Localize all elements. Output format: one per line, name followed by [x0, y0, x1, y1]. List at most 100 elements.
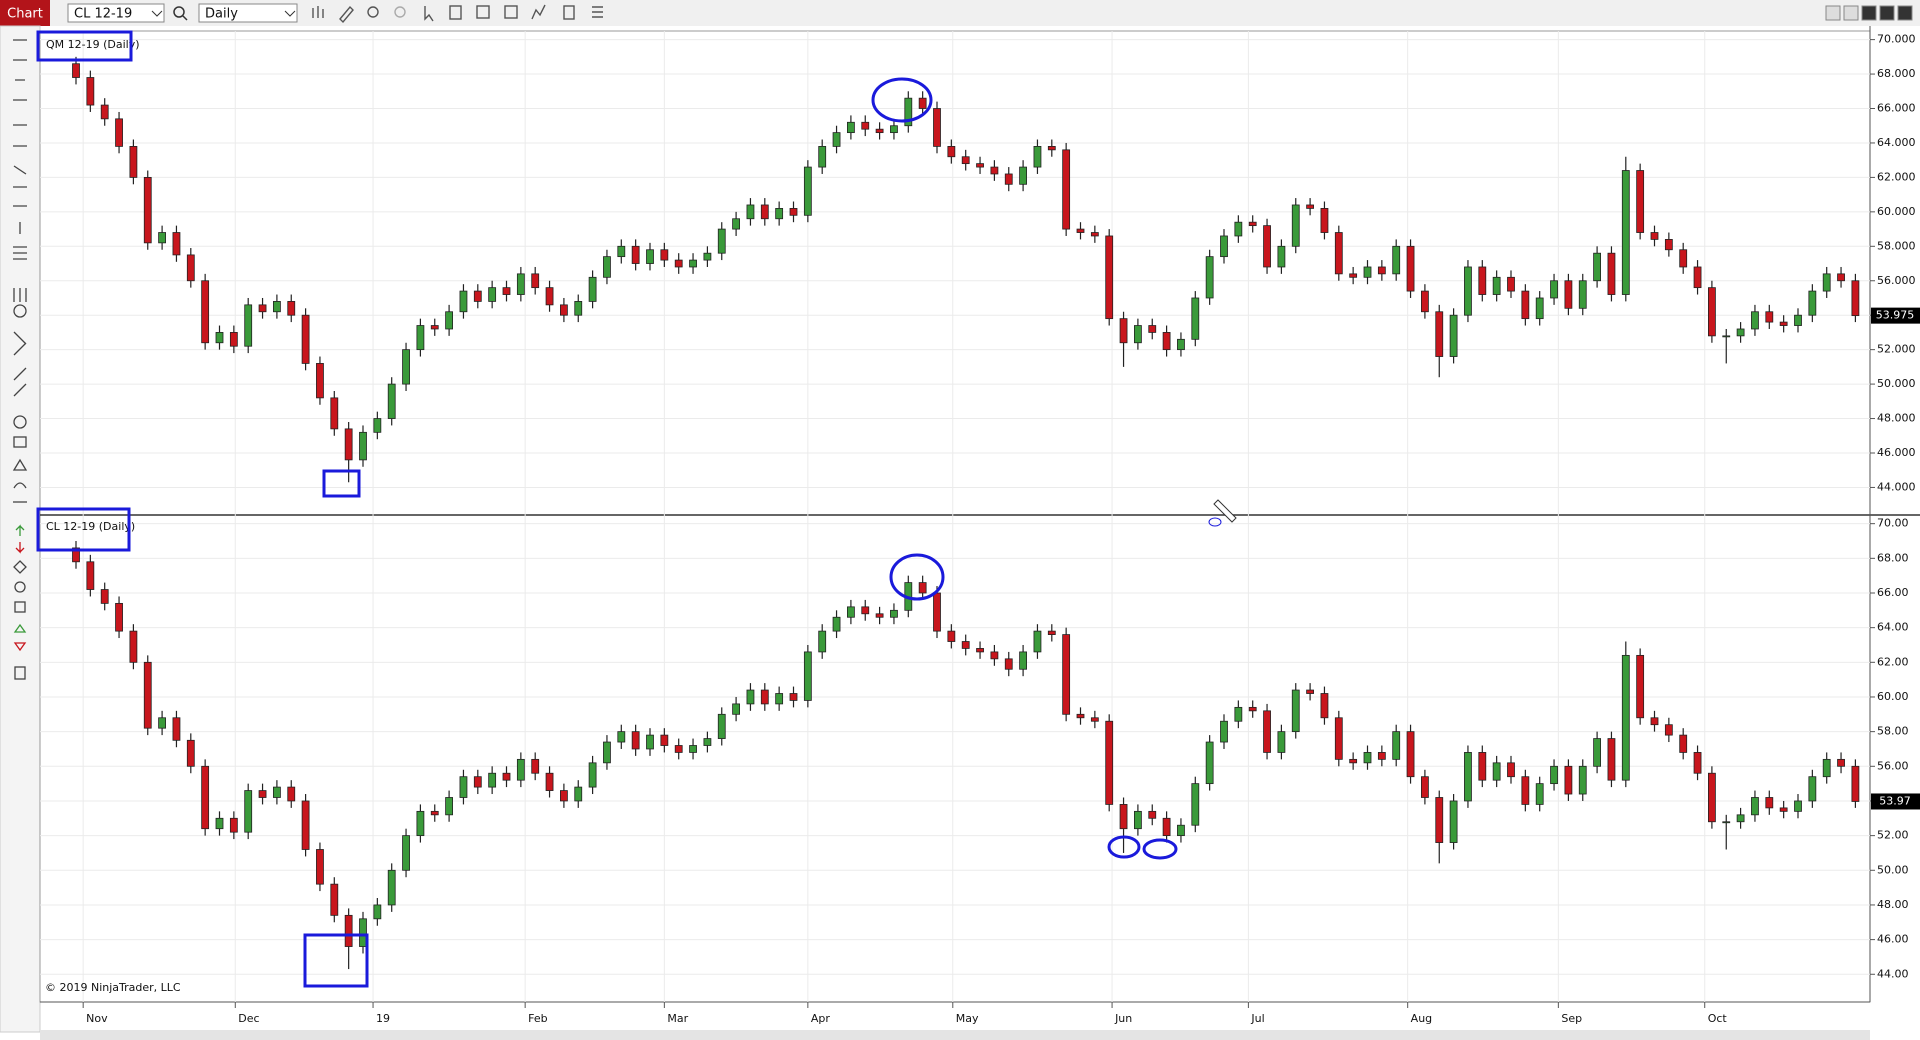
candle-body: [1794, 800, 1802, 812]
y-tick-label: 48.00: [1877, 898, 1909, 911]
bars-icon[interactable]: [312, 6, 324, 18]
candle-body: [459, 776, 468, 798]
candle-body: [1693, 266, 1702, 289]
chart-tab[interactable]: [0, 0, 50, 26]
candle-body: [717, 713, 726, 739]
candle-body: [660, 249, 669, 261]
candle-body: [1392, 245, 1401, 275]
triangle-up-tool[interactable]: [13, 623, 27, 633]
candle-body: [1736, 814, 1745, 823]
pointer-icon[interactable]: [424, 6, 434, 22]
search-icon[interactable]: [173, 6, 185, 18]
last-price-label: 53.97: [1879, 794, 1911, 807]
candle-body: [1263, 225, 1271, 268]
candle-body: [1779, 321, 1788, 326]
candle-body: [1349, 758, 1358, 764]
period-select[interactable]: [198, 3, 298, 23]
candle-body: [1062, 149, 1071, 230]
candle-body: [1177, 824, 1185, 837]
candle-body: [516, 758, 525, 781]
rectangle-tool[interactable]: [13, 436, 27, 448]
low-box: [303, 933, 369, 988]
arrow-down-tool[interactable]: [15, 542, 25, 554]
candle-body: [1248, 706, 1257, 712]
candle-body: [588, 276, 597, 302]
candle-body: [473, 776, 482, 788]
candle-body: [674, 745, 683, 753]
candle-body: [1593, 252, 1601, 282]
close-button[interactable]: [1897, 5, 1913, 21]
candle-body: [832, 616, 841, 632]
candle-body: [875, 613, 884, 618]
candle-body: [229, 332, 238, 347]
candle-body: [1535, 297, 1544, 320]
dot-tool[interactable]: [14, 581, 26, 593]
y-tick-label: 56.000: [1877, 274, 1916, 287]
period-label: Daily: [205, 7, 238, 22]
indicator-icon[interactable]: [531, 4, 546, 20]
triangle-down-tool[interactable]: [13, 642, 27, 652]
low-box: [322, 469, 361, 498]
candle-body: [631, 731, 640, 750]
tool-icons[interactable]: [13, 39, 27, 397]
candle-body: [1507, 276, 1515, 292]
candle-body: [330, 397, 339, 430]
menu-icon[interactable]: [592, 6, 603, 18]
arc-tool[interactable]: [13, 482, 27, 489]
y-tick-label: 68.00: [1877, 551, 1909, 564]
snapshot-icon[interactable]: [504, 5, 518, 19]
triangle-tool[interactable]: [12, 458, 28, 471]
plot-frame: [39, 30, 1871, 1003]
candle-body: [617, 245, 626, 258]
candle-body: [1090, 717, 1099, 722]
fib-circle-icon[interactable]: [13, 304, 27, 318]
candle-body: [1248, 221, 1257, 227]
arrow-up-tool[interactable]: [15, 524, 25, 536]
template-icon[interactable]: [476, 5, 490, 19]
instrument-select[interactable]: [67, 3, 165, 23]
candle-body: [1578, 765, 1587, 795]
maximize-button[interactable]: [1879, 5, 1895, 21]
x-tick-label: Sep: [1561, 1012, 1582, 1025]
remove-all-tool[interactable]: [14, 666, 26, 680]
candle-body: [1578, 280, 1587, 309]
diamond-tool[interactable]: [13, 560, 27, 574]
candle-body: [1478, 266, 1487, 295]
y-tick-label: 64.000: [1877, 136, 1916, 149]
candle-body: [301, 800, 310, 850]
properties-icon[interactable]: [449, 5, 462, 20]
window-button[interactable]: [1825, 5, 1841, 21]
candle-body: [976, 648, 984, 653]
x-tick-label: May: [956, 1012, 979, 1025]
x-tick-label: Jun: [1114, 1012, 1132, 1025]
zoom-out-icon[interactable]: [394, 6, 406, 18]
candle-body: [1162, 817, 1171, 837]
toolbar-bg: [0, 0, 1920, 26]
candle-body: [760, 204, 769, 220]
candle-body: [316, 363, 324, 399]
candle-body: [72, 547, 80, 563]
toolbar: Chart CL 12-19 Daily: [0, 0, 1920, 26]
draw-icon[interactable]: [339, 5, 354, 24]
scrollbar[interactable]: [40, 1030, 1870, 1040]
candle-body: [1822, 758, 1831, 778]
candle-body: [430, 810, 439, 816]
candle-body: [1550, 765, 1558, 785]
candle-body: [703, 738, 712, 746]
minimize-button[interactable]: [1861, 5, 1877, 21]
candle-body: [1004, 173, 1013, 185]
zoom-in-icon[interactable]: [367, 6, 379, 18]
candle-body: [1650, 717, 1659, 726]
y-tick-label: 64.00: [1877, 621, 1909, 634]
strategy-icon[interactable]: [563, 5, 575, 20]
candle-body: [1349, 273, 1358, 278]
square-tool[interactable]: [14, 601, 26, 613]
candle-body: [1334, 232, 1343, 275]
window-button[interactable]: [1843, 5, 1859, 21]
candle-body: [545, 772, 554, 791]
ellipse-tool[interactable]: [13, 415, 27, 429]
candle-body: [1822, 273, 1831, 292]
candle-body: [1693, 752, 1702, 774]
y-tick-label: 46.00: [1877, 933, 1909, 946]
